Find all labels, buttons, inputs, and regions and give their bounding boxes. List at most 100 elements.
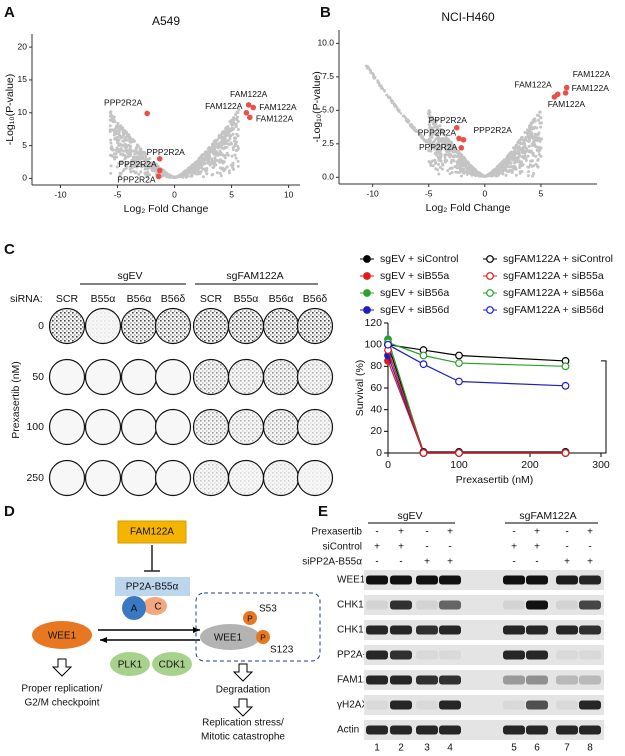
band: [439, 650, 461, 660]
column-label: B56α: [127, 293, 152, 305]
band: [526, 600, 548, 610]
background-dot: [126, 134, 130, 138]
background-dot: [535, 145, 539, 149]
background-dot: [539, 125, 543, 129]
background-dot: [449, 140, 453, 144]
background-dot: [114, 152, 118, 156]
legend-label: sgEV + siB56a: [380, 287, 449, 299]
series-line: [387, 355, 566, 454]
condition-sign: +: [534, 527, 540, 538]
background-dot: [137, 144, 141, 148]
background-dot: [130, 140, 134, 144]
highlight-point: [562, 90, 569, 96]
background-dot: [434, 122, 438, 126]
point-label: PPP2R2A: [118, 159, 157, 169]
background-dot: [441, 163, 445, 167]
background-dot: [516, 141, 520, 145]
background-dot: [232, 136, 236, 140]
background-dot: [111, 119, 115, 123]
background-dot: [118, 134, 122, 138]
background-dot: [532, 141, 536, 145]
background-dot: [219, 133, 223, 137]
condition-sign: +: [447, 527, 453, 538]
background-dot: [126, 162, 130, 166]
condition-sign: +: [374, 542, 380, 553]
background-dot: [459, 174, 463, 178]
background-dot: [399, 112, 403, 115]
background-dot: [234, 122, 238, 126]
band: [416, 575, 438, 585]
band: [579, 575, 601, 585]
background-dot: [153, 165, 157, 169]
background-dot: [440, 167, 444, 171]
plate-growth: [298, 461, 332, 495]
plate-growth: [264, 309, 298, 343]
background-dot: [477, 174, 481, 178]
background-dot: [433, 152, 437, 156]
background-dot: [222, 169, 226, 173]
background-dot: [427, 123, 431, 127]
background-dot: [109, 164, 113, 168]
background-dot: [437, 139, 441, 143]
outcome: G2/M checkpoint: [24, 698, 99, 709]
row-label: 0: [38, 320, 44, 332]
background-dot: [119, 147, 123, 151]
column-label: B56δ: [161, 293, 186, 305]
plate-growth: [298, 309, 332, 343]
background-dot: [427, 120, 431, 124]
point-label: FAM122A: [259, 102, 297, 112]
background-dot: [514, 145, 518, 149]
condition-sign: -: [588, 542, 591, 553]
background-dot: [223, 135, 227, 139]
background-dot: [437, 157, 441, 161]
background-dot: [436, 134, 440, 138]
band-label: FAM122A: [337, 675, 381, 686]
background-dot: [206, 147, 210, 151]
background-dot: [203, 161, 207, 165]
blot-strip: [364, 620, 604, 640]
band: [526, 575, 548, 585]
background-dot: [520, 160, 524, 164]
background-dot: [208, 151, 212, 155]
legend-marker: [363, 306, 371, 314]
background-dot: [509, 161, 513, 165]
background-dot: [433, 147, 437, 151]
background-dot: [236, 164, 240, 168]
background-dot: [431, 164, 435, 168]
condition-sign: +: [398, 527, 404, 538]
background-dot: [208, 163, 212, 167]
open-arrow: [51, 658, 73, 677]
band-label: γH2AX: [337, 700, 368, 711]
background-dot: [525, 128, 529, 132]
background-dot: [127, 149, 131, 153]
background-dot: [146, 167, 150, 171]
background-dot: [197, 163, 201, 167]
background-dot: [204, 169, 208, 173]
background-dot: [213, 140, 217, 144]
x-axis-label: Prexasertib (nM): [456, 474, 534, 486]
background-dot: [109, 113, 113, 117]
background-dot: [119, 136, 123, 140]
background-dot: [387, 96, 391, 99]
background-dot: [132, 158, 136, 162]
background-dot: [120, 160, 124, 164]
y-tick-label: 20: [370, 425, 382, 437]
band: [503, 700, 525, 710]
band: [579, 675, 601, 685]
condition-sign: -: [512, 527, 515, 538]
background-dot: [219, 153, 223, 157]
band: [390, 650, 412, 660]
background-dot: [228, 134, 232, 138]
highlight-point: [563, 84, 570, 91]
series-line: [387, 344, 566, 387]
band: [579, 700, 601, 710]
point-label: PPP2R2A: [147, 147, 186, 157]
background-dot: [520, 136, 524, 140]
node-label: WEE1: [48, 631, 77, 642]
background-dot: [160, 173, 164, 177]
band: [579, 725, 601, 735]
node-label: PLK1: [118, 660, 143, 671]
y-tick-label: 10: [18, 107, 28, 117]
background-dot: [395, 106, 399, 109]
point-label: PPP2R2A: [104, 98, 143, 108]
